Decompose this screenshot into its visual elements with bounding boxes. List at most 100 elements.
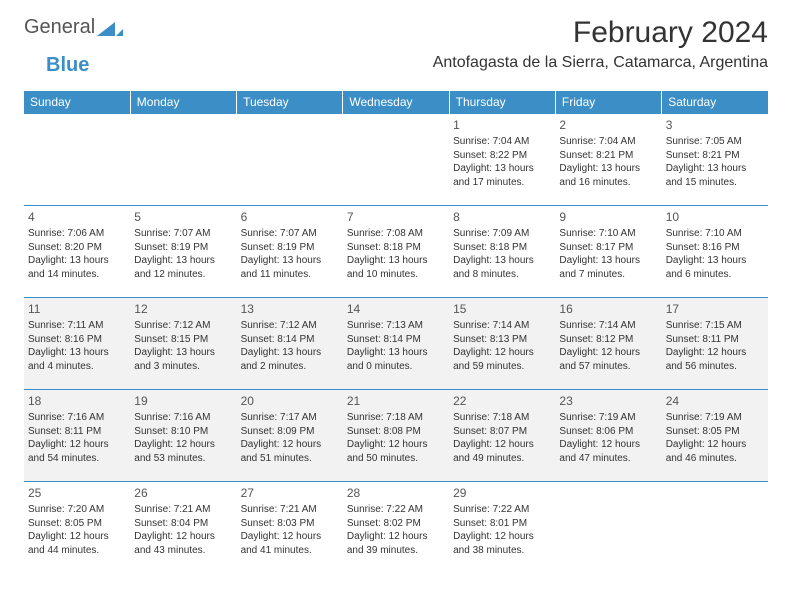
- daylight-text: and 57 minutes.: [559, 360, 657, 374]
- daylight-text: and 6 minutes.: [666, 268, 764, 282]
- sunset-text: Sunset: 8:11 PM: [28, 425, 126, 439]
- sunrise-text: Sunrise: 7:17 AM: [241, 411, 339, 425]
- day-number: 9: [559, 209, 657, 225]
- calendar-day-cell: 3Sunrise: 7:05 AMSunset: 8:21 PMDaylight…: [662, 114, 768, 206]
- daylight-text: and 4 minutes.: [28, 360, 126, 374]
- calendar-day-cell: 29Sunrise: 7:22 AMSunset: 8:01 PMDayligh…: [449, 482, 555, 574]
- day-number: 2: [559, 117, 657, 133]
- calendar-day-cell: 11Sunrise: 7:11 AMSunset: 8:16 PMDayligh…: [24, 298, 130, 390]
- daylight-text: and 39 minutes.: [347, 544, 445, 558]
- sunrise-text: Sunrise: 7:07 AM: [241, 227, 339, 241]
- calendar-day-cell: 15Sunrise: 7:14 AMSunset: 8:13 PMDayligh…: [449, 298, 555, 390]
- sunset-text: Sunset: 8:05 PM: [28, 517, 126, 531]
- sunset-text: Sunset: 8:16 PM: [666, 241, 764, 255]
- calendar-empty-cell: [662, 482, 768, 574]
- daylight-text: Daylight: 12 hours: [559, 346, 657, 360]
- daylight-text: and 56 minutes.: [666, 360, 764, 374]
- daylight-text: and 49 minutes.: [453, 452, 551, 466]
- daylight-text: Daylight: 13 hours: [241, 346, 339, 360]
- sunrise-text: Sunrise: 7:09 AM: [453, 227, 551, 241]
- sunrise-text: Sunrise: 7:20 AM: [28, 503, 126, 517]
- day-number: 13: [241, 301, 339, 317]
- sunrise-text: Sunrise: 7:13 AM: [347, 319, 445, 333]
- logo: General: [24, 16, 99, 39]
- calendar-day-cell: 24Sunrise: 7:19 AMSunset: 8:05 PMDayligh…: [662, 390, 768, 482]
- daylight-text: Daylight: 12 hours: [453, 438, 551, 452]
- calendar-week-row: 18 Sunrise: 7:16 AM Sunset: 8:11 PM Dayligh…: [24, 390, 768, 482]
- calendar-empty-cell: [24, 114, 130, 206]
- sunset-text: Sunset: 8:10 PM: [134, 425, 232, 439]
- daylight-text: Daylight: 12 hours: [453, 530, 551, 544]
- month-title: February 2024: [433, 16, 768, 50]
- sunrise-text: Sunrise: 7:15 AM: [666, 319, 764, 333]
- day-number: 4: [28, 209, 126, 225]
- sunset-text: Sunset: 8:05 PM: [666, 425, 764, 439]
- sunset-text: Sunset: 8:03 PM: [241, 517, 339, 531]
- sunrise-text: Sunrise: 7:08 AM: [347, 227, 445, 241]
- sunrise-text: Sunrise: 7:16 AM: [134, 411, 232, 425]
- sunset-text: Sunset: 8:14 PM: [241, 333, 339, 347]
- daylight-text: and 51 minutes.: [241, 452, 339, 466]
- daylight-text: and 50 minutes.: [347, 452, 445, 466]
- day-number: 26: [134, 485, 232, 501]
- daylight-text: and 44 minutes.: [28, 544, 126, 558]
- calendar-week-row: 4Sunrise: 7:06 AMSunset: 8:20 PMDaylight…: [24, 206, 768, 298]
- day-number: 28: [347, 485, 445, 501]
- calendar-week-row: 1Sunrise: 7:04 AMSunset: 8:22 PMDaylight…: [24, 114, 768, 206]
- daylight-text: Daylight: 12 hours: [453, 346, 551, 360]
- daylight-text: Daylight: 13 hours: [347, 346, 445, 360]
- calendar-empty-cell: [130, 114, 236, 206]
- daylight-text: Daylight: 12 hours: [134, 530, 232, 544]
- day-header: Wednesday: [343, 91, 449, 114]
- calendar-table: Sunday Monday Tuesday Wednesday Thursday…: [24, 91, 768, 574]
- daylight-text: Daylight: 13 hours: [666, 254, 764, 268]
- day-header: Tuesday: [237, 91, 343, 114]
- calendar-day-cell: 5Sunrise: 7:07 AMSunset: 8:19 PMDaylight…: [130, 206, 236, 298]
- sunrise-text: Sunrise: 7:06 AM: [28, 227, 126, 241]
- daylight-text: Daylight: 13 hours: [241, 254, 339, 268]
- calendar-day-cell: 16Sunrise: 7:14 AMSunset: 8:12 PMDayligh…: [555, 298, 661, 390]
- daylight-text: and 12 minutes.: [134, 268, 232, 282]
- day-number: 16: [559, 301, 657, 317]
- calendar-day-cell: 14Sunrise: 7:13 AMSunset: 8:14 PMDayligh…: [343, 298, 449, 390]
- day-number: 5: [134, 209, 232, 225]
- sunrise-text: Sunrise: 7:18 AM: [453, 411, 551, 425]
- daylight-text: and 10 minutes.: [347, 268, 445, 282]
- day-number: 18: [28, 393, 126, 409]
- daylight-text: Daylight: 12 hours: [347, 530, 445, 544]
- sunset-text: Sunset: 8:18 PM: [453, 241, 551, 255]
- daylight-text: Daylight: 13 hours: [666, 162, 764, 176]
- daylight-text: Daylight: 13 hours: [347, 254, 445, 268]
- sunrise-text: Sunrise: 7:10 AM: [559, 227, 657, 241]
- calendar-day-cell: 20Sunrise: 7:17 AMSunset: 8:09 PMDayligh…: [237, 390, 343, 482]
- daylight-text: Daylight: 13 hours: [28, 346, 126, 360]
- daylight-text: and 3 minutes.: [134, 360, 232, 374]
- sunrise-text: Sunrise: 7:12 AM: [241, 319, 339, 333]
- sunrise-text: Sunrise: 7:12 AM: [134, 319, 232, 333]
- sunrise-text: Sunrise: 7:14 AM: [559, 319, 657, 333]
- daylight-text: and 7 minutes.: [559, 268, 657, 282]
- logo-word-1: General: [24, 16, 95, 39]
- calendar-day-cell: 6Sunrise: 7:07 AMSunset: 8:19 PMDaylight…: [237, 206, 343, 298]
- day-number: 11: [28, 301, 126, 317]
- calendar-day-cell: 27Sunrise: 7:21 AMSunset: 8:03 PMDayligh…: [237, 482, 343, 574]
- sunrise-text: Sunrise: 7:22 AM: [347, 503, 445, 517]
- daylight-text: and 8 minutes.: [453, 268, 551, 282]
- daylight-text: and 15 minutes.: [666, 176, 764, 190]
- day-number: 7: [347, 209, 445, 225]
- sunset-text: Sunset: 8:08 PM: [347, 425, 445, 439]
- calendar-body: 1Sunrise: 7:04 AMSunset: 8:22 PMDaylight…: [24, 114, 768, 574]
- calendar-empty-cell: [343, 114, 449, 206]
- sunset-text: Sunset: 8:13 PM: [453, 333, 551, 347]
- day-header: Sunday: [24, 91, 130, 114]
- sunset-text: Sunset: 8:06 PM: [559, 425, 657, 439]
- daylight-text: Daylight: 12 hours: [559, 438, 657, 452]
- calendar-day-cell: 22Sunrise: 7:18 AMSunset: 8:07 PMDayligh…: [449, 390, 555, 482]
- logo-word-2: Blue: [46, 54, 89, 76]
- sunset-text: Sunset: 8:09 PM: [241, 425, 339, 439]
- sunset-text: Sunset: 8:14 PM: [347, 333, 445, 347]
- sunrise-text: Sunrise: 7:04 AM: [453, 135, 551, 149]
- daylight-text: Daylight: 13 hours: [559, 254, 657, 268]
- logo-triangle-icon: [97, 20, 123, 36]
- sunrise-text: Sunrise: 7:11 AM: [28, 319, 126, 333]
